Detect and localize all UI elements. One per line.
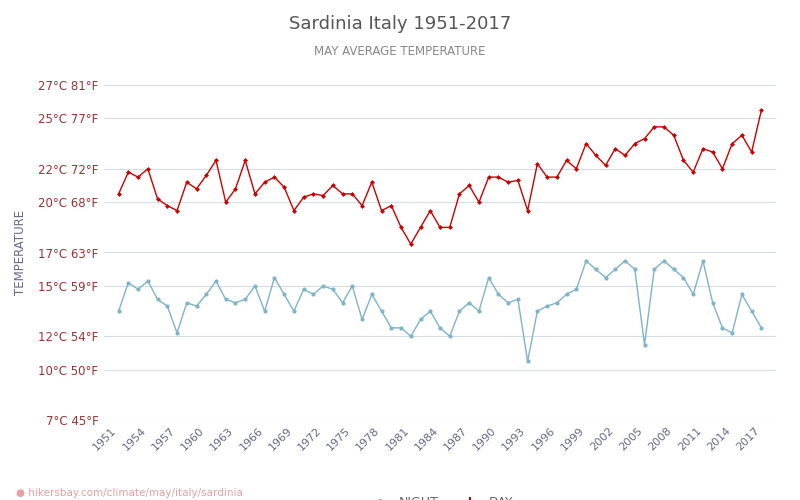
- Legend: NIGHT, DAY: NIGHT, DAY: [362, 491, 518, 500]
- Text: Sardinia Italy 1951-2017: Sardinia Italy 1951-2017: [289, 15, 511, 33]
- Text: ● hikersbay.com/climate/may/italy/sardinia: ● hikersbay.com/climate/may/italy/sardin…: [16, 488, 243, 498]
- Text: MAY AVERAGE TEMPERATURE: MAY AVERAGE TEMPERATURE: [314, 45, 486, 58]
- Y-axis label: TEMPERATURE: TEMPERATURE: [14, 210, 27, 295]
